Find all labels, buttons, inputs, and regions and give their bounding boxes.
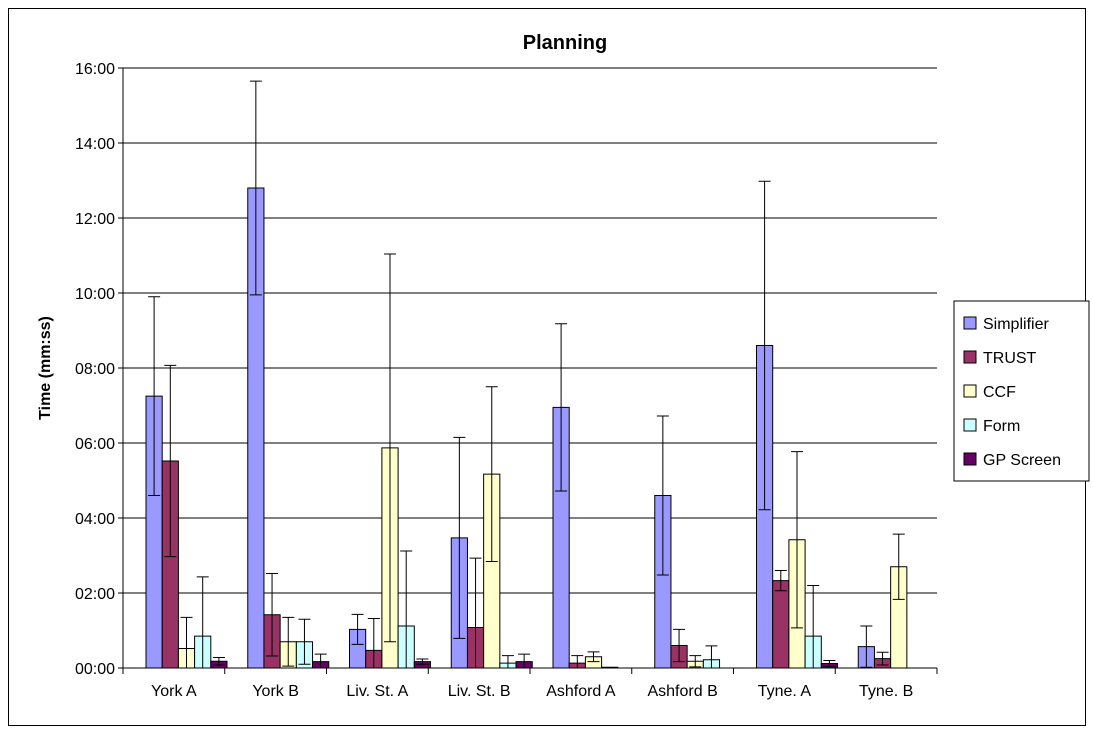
bars: [145, 187, 908, 669]
y-tick-label: 06:00: [75, 436, 115, 453]
y-tick-label: 00:00: [75, 661, 115, 678]
gridlines: [123, 67, 937, 594]
x-tick-label: Ashford B: [647, 683, 717, 700]
legend-swatch: [963, 316, 977, 330]
x-tick-label: York A: [151, 683, 197, 700]
y-tick-label: 04:00: [75, 511, 115, 528]
legend-swatch: [963, 418, 977, 432]
x-tick-label: York B: [252, 683, 299, 700]
y-tick-label: 12:00: [75, 211, 115, 228]
axes: 00:00 02:00 04:00 06:00 08:00 10:00 12:00 14:00…: [75, 61, 938, 700]
x-tick-label: Liv. St. A: [346, 683, 408, 700]
y-tick-label: 08:00: [75, 361, 115, 378]
x-tick-label: Liv. St. B: [448, 683, 511, 700]
legend-label: Simplifier: [983, 316, 1049, 333]
y-tick-label: 10:00: [75, 286, 115, 303]
x-tick-label: Tyne. A: [758, 683, 812, 700]
y-tick-label: 16:00: [75, 61, 115, 78]
legend-swatch: [963, 350, 977, 364]
legend-swatch: [963, 452, 977, 466]
legend-label: Form: [983, 418, 1020, 435]
x-tick-label: Ashford A: [546, 683, 616, 700]
legend-label: TRUST: [983, 350, 1037, 367]
y-tick-label: 02:00: [75, 586, 115, 603]
error-bars: [148, 80, 905, 669]
legend-swatch: [963, 384, 977, 398]
legend-label: CCF: [983, 384, 1016, 401]
legend-label: GP Screen: [983, 452, 1061, 469]
y-axis-title: Time (mm:ss): [37, 316, 54, 420]
y-tick-label: 14:00: [75, 136, 115, 153]
legend: Simplifier TRUST CCF Form GP Screen: [953, 300, 1090, 482]
bar: [772, 580, 790, 669]
chart-title: Planning: [523, 32, 607, 54]
x-tick-label: Tyne. B: [859, 683, 913, 700]
